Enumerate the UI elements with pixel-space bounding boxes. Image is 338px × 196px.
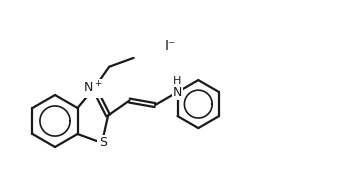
- Text: $\mathregular{N^+}$: $\mathregular{N^+}$: [83, 80, 103, 96]
- Text: S: S: [99, 136, 107, 149]
- Text: I⁻: I⁻: [165, 39, 176, 53]
- Text: N: N: [173, 86, 182, 99]
- Text: H: H: [173, 76, 182, 86]
